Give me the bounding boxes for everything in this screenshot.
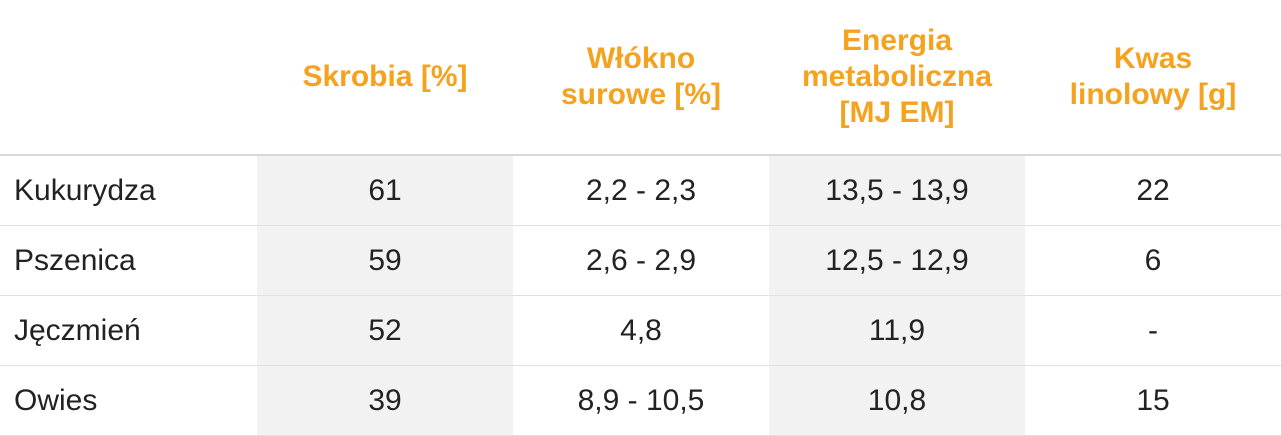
table-cell: 39 <box>257 365 513 436</box>
column-header-cell: Włókno surowe [%] <box>513 0 769 156</box>
table-cell: 11,9 <box>769 295 1025 366</box>
row-label: Pszenica <box>0 225 257 296</box>
table-body: Kukurydza 61 2,2 - 2,3 13,5 - 13,9 22 Pszenic… <box>0 155 1281 436</box>
table-cell: 12,5 - 12,9 <box>769 225 1025 296</box>
table-cell: 2,2 - 2,3 <box>513 155 769 226</box>
table-cell: 4,8 <box>513 295 769 366</box>
table-cell: 13,5 - 13,9 <box>769 155 1025 226</box>
row-label: Owies <box>0 365 257 436</box>
table-row: Kukurydza 61 2,2 - 2,3 13,5 - 13,9 22 <box>0 155 1281 226</box>
table-cell: 15 <box>1025 365 1281 436</box>
corner-cell <box>0 0 257 156</box>
column-header-cell: Kwas linolowy [g] <box>1025 0 1281 156</box>
table-cell: - <box>1025 295 1281 366</box>
table-cell: 52 <box>257 295 513 366</box>
row-label: Kukurydza <box>0 155 257 226</box>
table-row: Jęczmień 52 4,8 11,9- <box>0 295 1281 366</box>
column-header: Kwas linolowy [g] <box>1069 42 1237 111</box>
table-cell: 6 <box>1025 225 1281 296</box>
header-row: Skrobia [%] Włókno surowe [%] Energia meta… <box>0 0 1281 156</box>
table-row: Owies 39 8,9 - 10,5 10,8 15 <box>0 365 1281 436</box>
table-row: Pszenica 59 2,6 - 2,9 12,5 - 12,9 6 <box>0 225 1281 296</box>
table-cell: 2,6 - 2,9 <box>513 225 769 296</box>
table-cell: 10,8 <box>769 365 1025 436</box>
row-label: Jęczmień <box>0 295 257 366</box>
column-header-cell: Skrobia [%] <box>257 0 513 156</box>
column-header: Skrobia [%] <box>302 60 468 93</box>
table-cell: 59 <box>257 225 513 296</box>
column-header: Włókno surowe [%] <box>560 42 722 111</box>
column-header: Energia metaboliczna [MJ EM] <box>801 24 993 129</box>
column-header-cell: Energia metaboliczna [MJ EM] <box>769 0 1025 156</box>
table-cell: 61 <box>257 155 513 226</box>
table-cell: 22 <box>1025 155 1281 226</box>
table-cell: 8,9 - 10,5 <box>513 365 769 436</box>
